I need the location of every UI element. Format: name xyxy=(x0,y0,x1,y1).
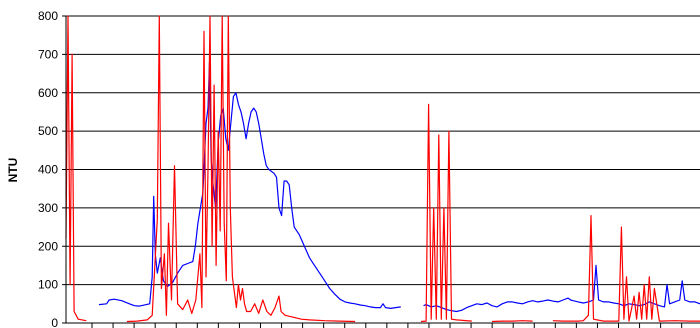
y-tick-label-0: 0 xyxy=(51,316,58,328)
series-line-red-3 xyxy=(420,103,472,323)
series-line-red-2 xyxy=(126,15,356,323)
series-line-blue-1 xyxy=(423,264,700,313)
series-line-red-4 xyxy=(491,320,533,323)
y-tick-label-800: 800 xyxy=(38,9,58,23)
y-tick-label-500: 500 xyxy=(38,124,58,138)
series-red xyxy=(65,15,700,323)
series-line-red-0 xyxy=(65,15,87,322)
y-axis-title: NTU xyxy=(6,158,20,183)
series-layer xyxy=(65,15,700,323)
y-tick-label-600: 600 xyxy=(38,86,58,100)
y-tick-label-300: 300 xyxy=(38,201,58,215)
y-tick-label-200: 200 xyxy=(38,239,58,253)
y-axis-tick-labels: 0 100 200 300 400 500 600 700 800 xyxy=(38,9,66,328)
y-tick-label-700: 700 xyxy=(38,47,58,61)
x-axis-ticks xyxy=(91,323,683,328)
y-tick-label-100: 100 xyxy=(38,278,58,292)
y-tick-label-400: 400 xyxy=(38,163,58,177)
series-line-red-5 xyxy=(552,215,700,322)
